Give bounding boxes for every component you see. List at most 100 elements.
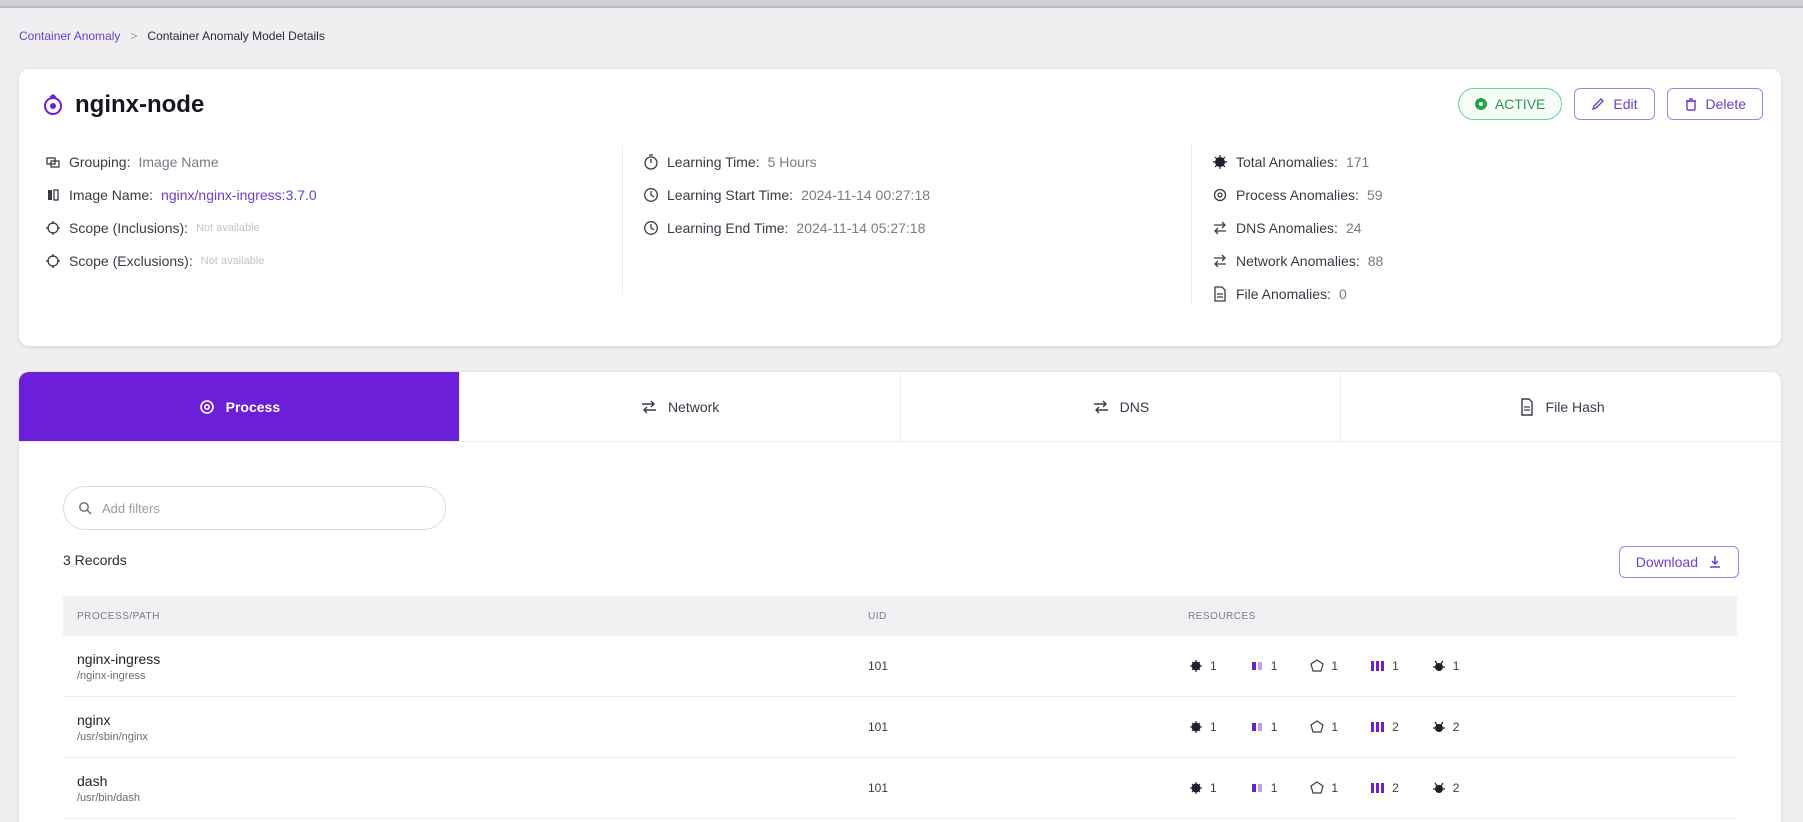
swap-arrows-icon [1214, 221, 1226, 234]
container-icon [1251, 723, 1262, 731]
uid-cell: 101 [868, 659, 889, 673]
process-path: /nginx-ingress [77, 669, 146, 682]
resource-count: 1 [1331, 720, 1339, 734]
process-path: /usr/sbin/nginx [77, 730, 148, 743]
header-actions: ACTIVE Edit Delete [1457, 88, 1763, 120]
process-icon [1213, 188, 1227, 201]
tab-dns[interactable]: DNS [901, 372, 1342, 441]
resource-count: 1 [1210, 781, 1217, 795]
detail-grouping: Grouping: Image Name [45, 145, 605, 178]
grouping-icon [46, 156, 60, 168]
detail-image-name: Image Name: nginx/nginx-ingress:3.7.0 [45, 178, 605, 211]
edit-button[interactable]: Edit [1574, 88, 1655, 120]
virus-icon [1432, 721, 1445, 732]
resource-scope[interactable]: 1 [1309, 719, 1338, 735]
window-top-border [0, 0, 1803, 8]
learning-start-value: 2024-11-14 00:27:18 [801, 186, 931, 203]
resource-bug[interactable]: 1 [1188, 719, 1217, 735]
pentagon-icon [1310, 720, 1325, 733]
delete-button[interactable]: Delete [1666, 88, 1763, 120]
detail-scope-exclusions: Scope (Exclusions): Not available [45, 244, 605, 277]
file-icon [1214, 285, 1226, 302]
trash-icon [1685, 98, 1696, 111]
tab-file-hash-label: File Hash [1545, 398, 1605, 415]
resource-container[interactable]: 1 [1249, 658, 1277, 674]
file-icon [1520, 397, 1533, 416]
table-row[interactable]: dash /usr/bin/dash 101 1 1 1 [63, 758, 1737, 819]
breadcrumb-separator: > [130, 29, 138, 43]
resource-bars[interactable]: 2 [1370, 719, 1399, 735]
resource-count: 1 [1270, 720, 1278, 734]
container-icon [1251, 784, 1262, 792]
breadcrumb-link-container-anomaly[interactable]: Container Anomaly [19, 29, 121, 43]
uid-cell: 101 [868, 781, 889, 795]
resource-virus[interactable]: 1 [1431, 658, 1460, 674]
detail-learning-end: Learning End Time: 2024-11-14 05:27:18 [643, 211, 1182, 244]
image-name-label: Image Name: [69, 186, 154, 203]
learning-end-value: 2024-11-14 05:27:18 [796, 219, 926, 236]
resource-scope[interactable]: 1 [1309, 658, 1338, 674]
stopwatch-icon [644, 153, 658, 170]
resource-count: 1 [1452, 659, 1460, 673]
resource-bug[interactable]: 1 [1188, 780, 1217, 796]
resource-count: 1 [1331, 781, 1339, 795]
details-column-learning: Learning Time: 5 Hours Learning Start Ti… [622, 145, 1182, 295]
resource-count: 1 [1270, 781, 1278, 795]
scope-inclusions-value: Not available [196, 221, 260, 234]
resource-bars[interactable]: 2 [1370, 780, 1399, 796]
header-process-path[interactable]: PROCESS/PATH [77, 610, 160, 622]
page-title: nginx-node [75, 91, 205, 118]
learning-time-value: 5 Hours [767, 153, 817, 170]
filter-input[interactable] [102, 500, 402, 516]
process-table: PROCESS/PATH UID RESOURCES nginx-ingress… [63, 596, 1737, 819]
edit-label: Edit [1613, 96, 1638, 112]
resource-bug[interactable]: 1 [1188, 658, 1217, 674]
dns-anomalies-value: 24 [1345, 219, 1362, 236]
header-uid[interactable]: UID [868, 610, 887, 622]
virus-icon [1432, 660, 1445, 671]
container-node-icon [44, 94, 62, 115]
status-badge: ACTIVE [1457, 88, 1563, 120]
resource-count: 2 [1452, 781, 1460, 795]
process-icon [199, 399, 214, 414]
process-cell: nginx /usr/sbin/nginx [63, 712, 868, 743]
grouping-value: Image Name [138, 153, 219, 170]
tab-file-hash[interactable]: File Hash [1341, 372, 1781, 441]
details-column-config: Grouping: Image Name Image Name: nginx/n… [45, 145, 605, 277]
filter-search-box [63, 486, 446, 530]
resource-virus[interactable]: 2 [1431, 719, 1459, 735]
table-row[interactable]: nginx /usr/sbin/nginx 101 1 1 1 [63, 697, 1737, 758]
anomaly-tabs-card: Process Network DNS File Hash [19, 372, 1781, 822]
delete-label: Delete [1705, 96, 1746, 112]
bug-icon [1190, 721, 1202, 733]
tab-network[interactable]: Network [460, 372, 901, 441]
bug-icon [1213, 154, 1227, 169]
search-icon [79, 502, 92, 515]
image-name-link[interactable]: nginx/nginx-ingress:3.7.0 [161, 186, 317, 203]
total-anomalies-value: 171 [1345, 153, 1370, 170]
detail-total-anomalies: Total Anomalies: 171 [1212, 145, 1751, 178]
table-row[interactable]: nginx-ingress /nginx-ingress 101 1 1 [63, 636, 1737, 697]
breadcrumb: Container Anomaly > Container Anomaly Mo… [19, 29, 325, 43]
resource-bars[interactable]: 1 [1370, 658, 1399, 674]
network-anomalies-value: 88 [1367, 252, 1384, 269]
bars-icon [1371, 661, 1385, 671]
swap-arrows-icon [1214, 254, 1226, 267]
status-check-icon [1474, 98, 1487, 110]
detail-learning-time: Learning Time: 5 Hours [643, 145, 1182, 178]
resource-container[interactable]: 1 [1249, 719, 1278, 735]
tab-network-label: Network [667, 398, 720, 415]
process-anomalies-label: Process Anomalies: [1236, 186, 1359, 203]
tab-process[interactable]: Process [19, 372, 460, 441]
pencil-icon [1592, 98, 1605, 111]
resource-scope[interactable]: 1 [1309, 780, 1338, 796]
resource-virus[interactable]: 2 [1431, 780, 1460, 796]
resource-count: 1 [1210, 720, 1217, 734]
scope-icon [46, 220, 60, 235]
resource-container[interactable]: 1 [1249, 780, 1278, 796]
bars-icon [1371, 783, 1385, 793]
detail-process-anomalies: Process Anomalies: 59 [1212, 178, 1751, 211]
image-icon [48, 188, 59, 201]
resource-count: 2 [1392, 781, 1399, 795]
download-button[interactable]: Download [1618, 546, 1739, 578]
